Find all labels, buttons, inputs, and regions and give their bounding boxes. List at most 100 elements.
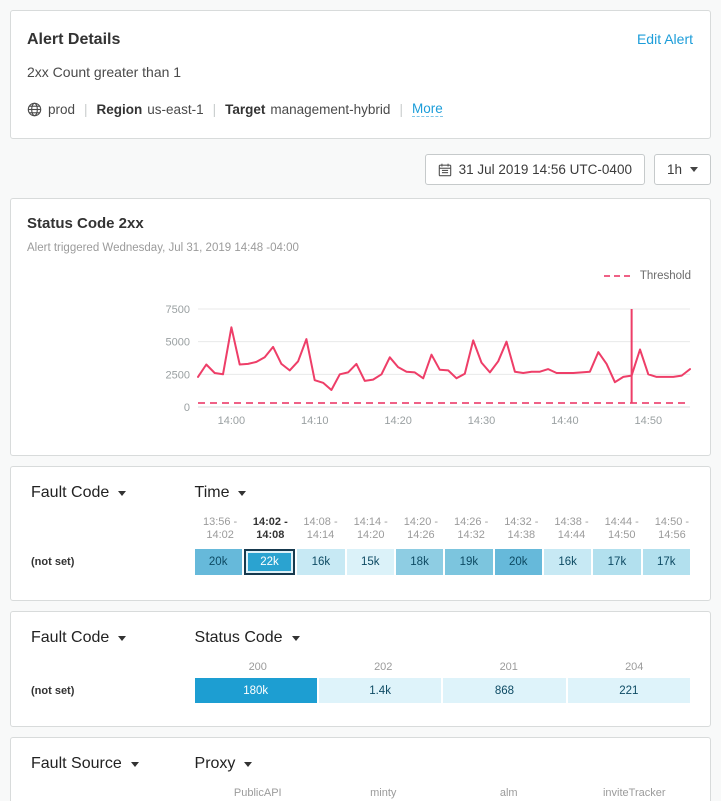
row-dimension-label: Fault Source — [31, 755, 122, 772]
row-dimension-selector[interactable]: Fault Code — [31, 484, 127, 502]
heatmap-cell[interactable]: 17k — [642, 549, 690, 575]
meta-divider: | — [84, 101, 88, 117]
column-header[interactable]: inviteTracker — [602, 787, 666, 799]
col-dimension-selector[interactable]: Time — [195, 484, 247, 502]
heatmap-cell[interactable]: 22k — [243, 549, 296, 575]
column-header[interactable]: 14:44 -14:50 — [604, 516, 639, 541]
column-header[interactable]: 201 — [499, 661, 518, 673]
column-header[interactable]: 14:38 -14:44 — [554, 516, 589, 541]
column-header[interactable]: PublicAPI — [233, 787, 282, 799]
column-header[interactable]: minty — [370, 787, 397, 799]
time-range-value: 1h — [666, 162, 682, 177]
fault-code-time-card: Fault Code Time 13:56 -14:02 14:02 -14:08… — [10, 466, 711, 601]
heatmap-cell[interactable]: 18k — [395, 549, 444, 575]
column-header[interactable]: 202 — [374, 661, 393, 673]
heatmap-cell[interactable]: 20k — [194, 549, 242, 575]
heatmap-cell[interactable]: 1.4k — [318, 678, 442, 703]
table-row: (not set) 20k 22k 16k 15k 18k 19k 20k 16k 17k 17k — [31, 549, 690, 575]
column-header[interactable]: alm — [499, 787, 518, 799]
chevron-down-icon — [118, 490, 127, 496]
meta-divider: | — [399, 101, 403, 117]
chevron-down-icon — [130, 761, 139, 767]
datetime-picker-button[interactable]: 31 Jul 2019 14:56 UTC-0400 — [424, 154, 645, 185]
alert-triggered-subtitle: Alert triggered Wednesday, Jul 31, 2019 … — [27, 242, 299, 254]
column-header[interactable]: 14:50 -14:56 — [654, 516, 690, 541]
column-header[interactable]: 14:26 -14:32 — [453, 516, 489, 541]
threshold-legend-label: Threshold — [639, 270, 691, 282]
table-row: (not set) 180k 1.4k 868 221 — [31, 678, 691, 703]
column-header[interactable]: 14:32 -14:38 — [504, 516, 539, 541]
column-header[interactable]: 14:02 -14:08 — [252, 516, 288, 541]
col-dimension-selector[interactable]: Status Code — [195, 629, 300, 647]
x-tick-label: 14:40 — [551, 415, 579, 427]
chart-title: Status Code 2xx — [27, 215, 144, 232]
time-range-dropdown[interactable]: 1h — [653, 154, 711, 185]
column-header[interactable]: 14:08 -14:14 — [303, 516, 338, 541]
alert-condition-text: 2xx Count greater than 1 — [27, 64, 182, 80]
heatmap-cell[interactable]: 221 — [567, 678, 691, 703]
col-dimension-selector[interactable]: Proxy — [195, 755, 253, 773]
row-label: (not set) — [31, 684, 75, 697]
row-dimension-selector[interactable]: Fault Code — [31, 629, 127, 647]
target-value: management-hybrid — [270, 101, 391, 117]
column-headers: 200 202 201 204 — [196, 661, 696, 674]
heatmap-cell[interactable]: 20k — [494, 549, 542, 575]
alert-details-card: Alert Details Edit Alert 2xx Count great… — [10, 10, 711, 139]
chevron-down-icon — [244, 761, 253, 767]
column-header[interactable]: 14:14 -14:20 — [353, 516, 388, 541]
meta-divider: | — [212, 101, 217, 117]
heatmap-cell[interactable]: 17k — [593, 549, 641, 575]
heatmap-cell[interactable]: 16k — [297, 549, 345, 575]
target-label: Target — [225, 101, 266, 117]
edit-alert-link[interactable]: Edit Alert — [636, 31, 693, 47]
datetime-value: 31 Jul 2019 14:56 UTC-0400 — [458, 162, 632, 177]
column-header[interactable]: 14:20 -14:26 — [403, 516, 439, 541]
column-headers: PublicAPI minty alm inviteTracker — [196, 787, 696, 800]
heatmap-cell[interactable]: 180k — [194, 678, 317, 703]
threshold-dash-icon — [603, 275, 630, 277]
x-tick-label: 14:00 — [218, 415, 246, 427]
x-tick-label: 14:10 — [301, 415, 329, 427]
row-dimension-label: Fault Code — [31, 484, 110, 501]
chevron-down-icon — [118, 635, 127, 641]
region-value: us-east-1 — [147, 101, 204, 117]
region-label: Region — [96, 101, 143, 117]
x-tick-label: 14:30 — [468, 415, 496, 427]
column-header[interactable]: 204 — [625, 661, 644, 673]
table-rows: (not set) 180k 1.4k 868 221 — [31, 678, 691, 703]
chevron-down-icon — [291, 635, 300, 641]
col-dimension-label: Time — [194, 484, 230, 501]
column-header[interactable]: 200 — [248, 661, 267, 673]
row-dimension-label: Fault Code — [31, 629, 110, 646]
y-tick-label: 0 — [184, 402, 190, 414]
fault-source-proxy-card: Fault Source Proxy PublicAPI minty alm invi… — [10, 737, 711, 801]
table-rows: (not set) 20k 22k 16k 15k 18k 19k 20k 16k 17k 17k — [31, 549, 690, 575]
y-tick-label: 2500 — [166, 369, 190, 381]
y-tick-label: 7500 — [166, 304, 190, 316]
column-headers: 13:56 -14:02 14:02 -14:08 14:08 -14:14 14:1… — [196, 516, 696, 542]
x-tick-label: 14:20 — [384, 415, 412, 427]
col-dimension-label: Status Code — [194, 629, 283, 646]
status-code-chart-card: Status Code 2xx Alert triggered Wednesda… — [10, 198, 711, 456]
heatmap-cell[interactable]: 19k — [445, 549, 493, 575]
environment-globe-icon — [27, 102, 42, 117]
calendar-icon — [438, 163, 452, 177]
heatmap-cell[interactable]: 16k — [543, 549, 592, 575]
y-tick-label: 5000 — [166, 337, 190, 349]
column-header[interactable]: 13:56 -14:02 — [202, 516, 238, 541]
chevron-down-icon — [690, 167, 698, 172]
line-chart[interactable]: 0 2500 5000 7500 14:00 14:10 14:20 14:30 14:40 14… — [148, 297, 713, 435]
heatmap-cell[interactable]: 15k — [346, 549, 394, 575]
x-tick-label: 14:50 — [635, 415, 663, 427]
series-line — [197, 326, 691, 391]
alert-details-title: Alert Details — [27, 31, 121, 48]
chevron-down-icon — [238, 490, 247, 496]
alert-meta-row: prod | Region us-east-1 | Target managem… — [27, 101, 693, 117]
row-dimension-selector[interactable]: Fault Source — [31, 755, 139, 773]
environment-value: prod — [48, 101, 76, 117]
heatmap-cell[interactable]: 868 — [443, 678, 566, 703]
more-link[interactable]: More — [411, 101, 443, 117]
chart-legend: Threshold — [603, 270, 691, 282]
col-dimension-label: Proxy — [194, 755, 236, 772]
fault-code-status-code-card: Fault Code Status Code 200 202 201 204 (not… — [10, 611, 711, 727]
